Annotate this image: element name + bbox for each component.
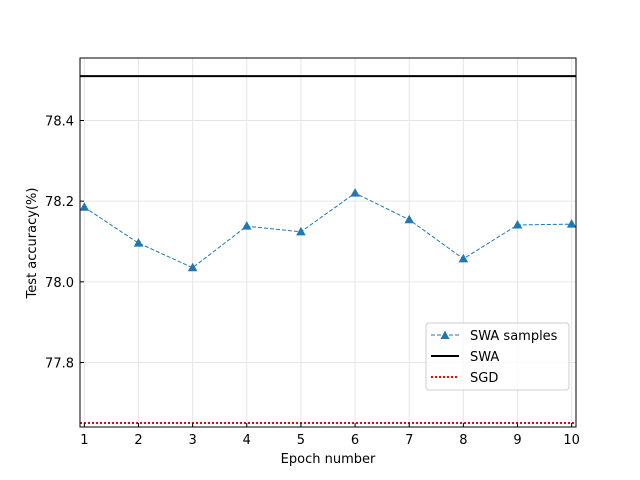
legend: SWA samples SWA SGD bbox=[425, 322, 570, 391]
swa-samples-point bbox=[404, 214, 415, 224]
swa-samples-point bbox=[79, 202, 90, 211]
swa-samples-point bbox=[458, 253, 469, 263]
x-tick-label: 6 bbox=[351, 433, 359, 448]
x-tick-label: 9 bbox=[513, 433, 521, 448]
y-axis: 77.8 78.0 78.2 78.4 bbox=[45, 115, 84, 371]
x-tick-label: 4 bbox=[243, 433, 251, 448]
swa-samples-point bbox=[350, 188, 360, 197]
swa-samples-point bbox=[566, 219, 577, 228]
legend-box bbox=[425, 322, 570, 391]
legend-swa-label: SWA bbox=[470, 350, 499, 365]
x-tick-label: 8 bbox=[459, 433, 467, 448]
y-tick-label: 78.0 bbox=[45, 276, 74, 291]
swa-samples-point bbox=[512, 219, 523, 229]
swa-samples-point bbox=[241, 221, 252, 230]
y-tick-label: 77.8 bbox=[45, 356, 74, 371]
series-layer bbox=[79, 188, 577, 272]
y-axis-label: Test accuracy(%) bbox=[25, 188, 40, 300]
x-tick-label: 5 bbox=[297, 433, 305, 448]
x-axis-label: Epoch number bbox=[281, 452, 376, 467]
y-tick-label: 78.4 bbox=[45, 115, 74, 130]
legend-swa-samples-label: SWA samples bbox=[470, 329, 558, 344]
plot-frame bbox=[79, 57, 577, 428]
x-tick-label: 2 bbox=[134, 433, 142, 448]
x-tick-label: 7 bbox=[405, 433, 413, 448]
swa-samples-point bbox=[296, 226, 306, 236]
grid bbox=[80, 58, 576, 427]
x-axis: 1 2 3 4 5 6 7 8 9 10 bbox=[80, 423, 580, 448]
swa-samples-point bbox=[187, 262, 198, 272]
constant-lines bbox=[80, 75, 576, 424]
x-tick-label: 1 bbox=[80, 433, 88, 448]
x-tick-label: 10 bbox=[563, 433, 580, 448]
x-tick-label: 3 bbox=[188, 433, 196, 448]
swa-samples-point bbox=[133, 238, 144, 247]
legend-sgd-label: SGD bbox=[470, 371, 498, 386]
legend-swa-samples-marker bbox=[440, 330, 450, 339]
y-tick-label: 78.2 bbox=[45, 195, 74, 210]
